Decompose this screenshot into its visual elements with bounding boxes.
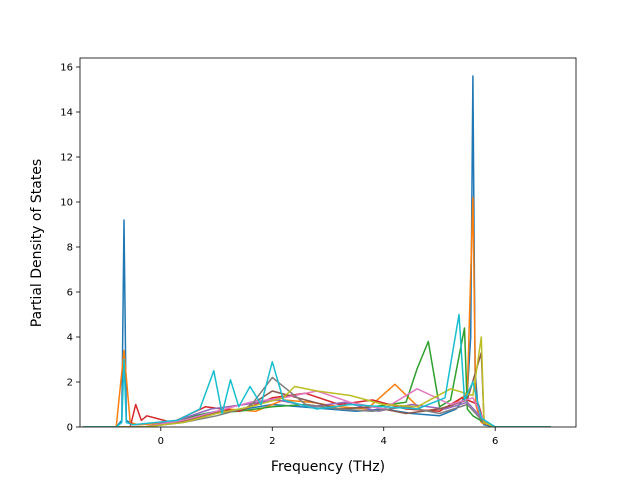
y-tick-label: 10 <box>60 198 73 209</box>
y-tick-label: 14 <box>60 108 73 119</box>
series-layer <box>82 75 551 427</box>
y-tick-label: 12 <box>60 153 73 164</box>
series-line-1 <box>82 75 551 427</box>
y-tick-label: 2 <box>67 378 73 389</box>
y-tick-label: 8 <box>67 243 73 254</box>
y-tick-label: 16 <box>60 63 73 74</box>
y-tick-label: 0 <box>67 423 73 434</box>
x-tick-label: 0 <box>158 436 164 447</box>
y-tick-label: 4 <box>67 333 73 344</box>
y-tick-label: 6 <box>67 288 73 299</box>
series-line-2 <box>82 196 551 427</box>
x-axis-label: Frequency (THz) <box>271 459 385 475</box>
axes-layer: 0 2 4 6 0 2 4 6 8 10 12 14 16 <box>60 57 577 447</box>
x-tick-label: 6 <box>492 436 498 447</box>
x-tick-label: 4 <box>381 436 387 447</box>
series-line-9 <box>82 336 551 427</box>
series-line-5 <box>82 399 551 427</box>
plot-frame <box>79 57 577 428</box>
y-axis-label: Partial Density of States <box>29 159 45 327</box>
x-tick-label: 2 <box>269 436 275 447</box>
series-line-10 <box>82 313 551 427</box>
